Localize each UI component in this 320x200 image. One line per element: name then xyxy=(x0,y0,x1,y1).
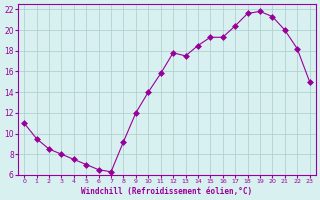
X-axis label: Windchill (Refroidissement éolien,°C): Windchill (Refroidissement éolien,°C) xyxy=(81,187,252,196)
